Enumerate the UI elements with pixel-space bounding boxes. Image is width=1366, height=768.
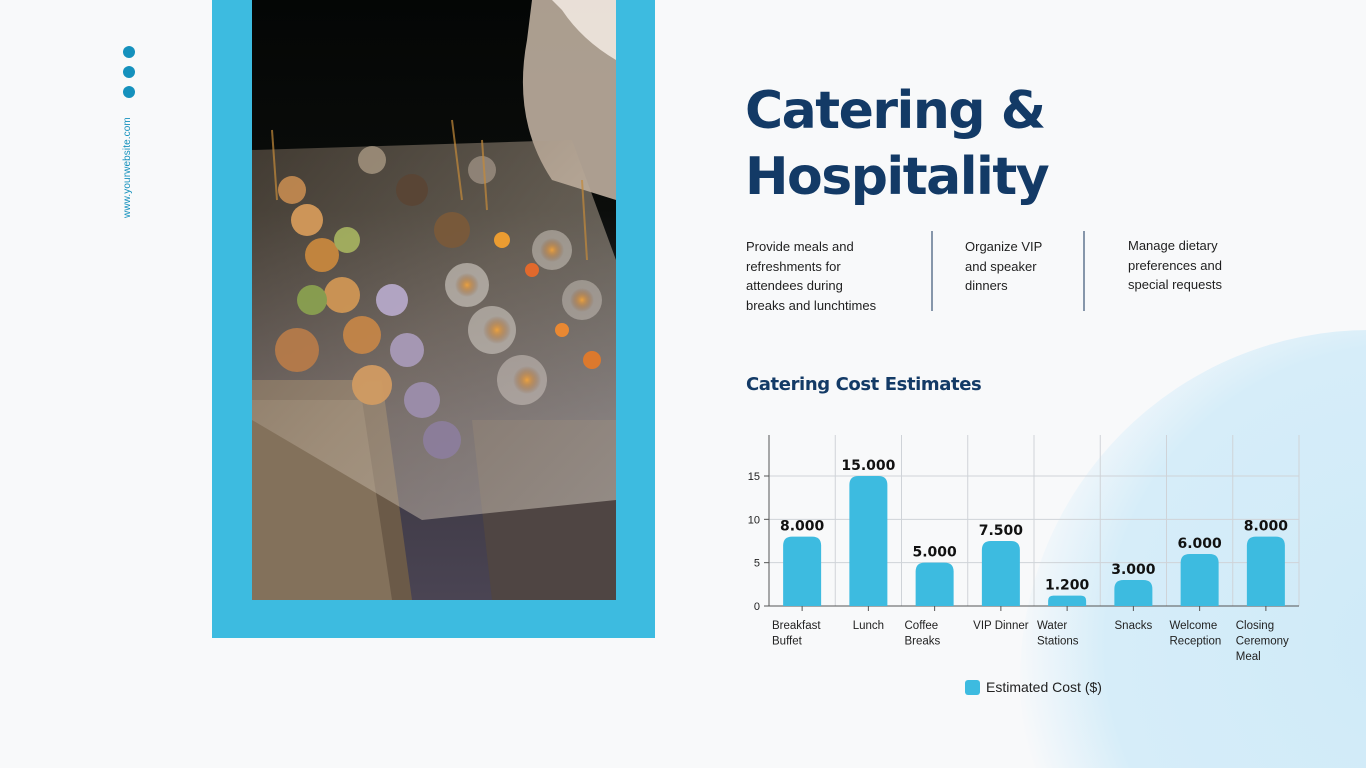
x-tick-label: Welcome Reception — [1170, 620, 1222, 648]
y-tick-label: 0 — [754, 601, 760, 613]
bar[interactable] — [981, 541, 1020, 606]
bar-value-label: 8.000 — [780, 519, 825, 535]
feature-text-line: attendees during — [746, 278, 843, 293]
bar[interactable] — [783, 536, 822, 606]
bar[interactable] — [1180, 554, 1219, 606]
dot-icon — [123, 86, 135, 98]
bar-value-label: 8.000 — [1244, 519, 1289, 535]
feature-text-line: Organize VIP — [965, 239, 1043, 254]
catering-photo-illustration — [252, 0, 616, 600]
x-tick-label: Breakfast Buffet — [772, 620, 821, 648]
x-tick-label: Lunch — [853, 620, 884, 632]
feature-text-line: special requests — [1128, 277, 1222, 292]
bar-value-label: 1.200 — [1045, 578, 1090, 594]
divider — [1083, 231, 1085, 311]
chart-title: Catering Cost Estimates — [746, 374, 982, 395]
feature-dietary: Manage dietary preferences and special r… — [1128, 236, 1222, 295]
bar[interactable] — [1246, 536, 1285, 606]
chart-legend: Estimated Cost ($) — [965, 679, 1102, 695]
y-tick-label: 10 — [748, 514, 760, 526]
x-tick-label: Snacks — [1115, 620, 1153, 632]
feature-text-line: breaks and lunchtimes — [746, 297, 877, 313]
y-tick-label: 15 — [748, 471, 760, 483]
x-tick-label: VIP Dinner — [973, 620, 1029, 632]
title-line-1: Catering & — [745, 81, 1046, 141]
bar[interactable] — [915, 562, 954, 606]
feature-text-line: preferences and — [1128, 257, 1222, 273]
legend-label: Estimated Cost ($) — [986, 679, 1102, 695]
website-url: www.yourwebsite.com — [122, 117, 133, 218]
feature-text-line: dinners — [965, 278, 1008, 293]
bar[interactable] — [1114, 580, 1153, 606]
x-tick-label: Water Stations — [1037, 620, 1079, 648]
feature-meals: Provide meals and refreshments for atten… — [746, 237, 876, 315]
x-tick-label: Coffee Breaks — [905, 620, 941, 648]
x-tick-label: Closing Ceremony Meal — [1236, 620, 1289, 663]
feature-text-line: and speaker — [965, 258, 1037, 274]
bar-value-label: 5.000 — [912, 545, 957, 561]
bar-value-label: 7.500 — [979, 523, 1024, 539]
decorative-dots — [123, 46, 135, 106]
bar-value-label: 15.000 — [841, 458, 895, 474]
feature-text-line: Provide meals and — [746, 239, 854, 254]
bar-value-label: 3.000 — [1111, 562, 1156, 578]
bar[interactable] — [1048, 595, 1087, 606]
dot-icon — [123, 66, 135, 78]
feature-text-line: refreshments for — [746, 258, 841, 274]
title-line-2: Hospitality — [745, 147, 1050, 207]
dot-icon — [123, 46, 135, 58]
bar-value-label: 6.000 — [1177, 536, 1222, 552]
bar[interactable] — [849, 476, 888, 606]
catering-photo — [252, 0, 616, 600]
page-title: Catering & Hospitality — [745, 78, 1050, 210]
feature-text-line: Manage dietary — [1128, 238, 1218, 253]
y-tick-label: 5 — [754, 558, 760, 570]
legend-swatch — [965, 679, 980, 695]
divider — [931, 231, 933, 311]
feature-vip-dinners: Organize VIP and speaker dinners — [965, 237, 1042, 296]
